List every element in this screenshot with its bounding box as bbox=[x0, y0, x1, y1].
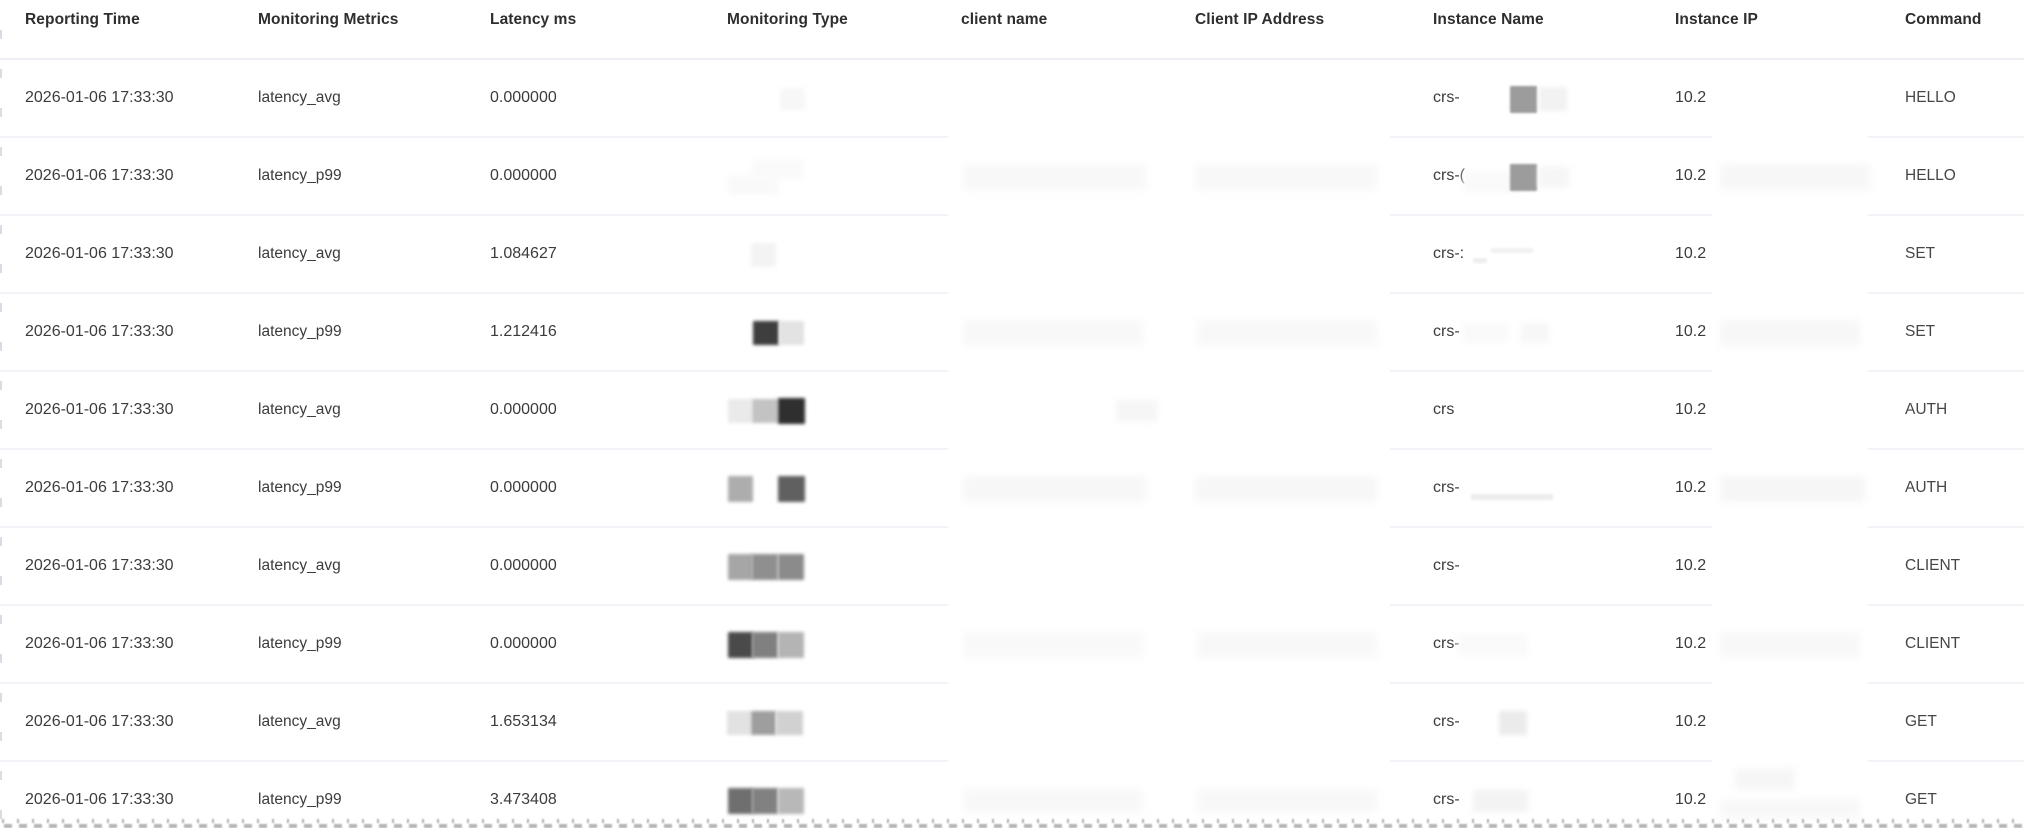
column-header-monitoring-metrics: Monitoring Metrics bbox=[258, 11, 399, 28]
monitoring-metric-cell: latency_p99 bbox=[258, 323, 342, 340]
column-header-instance-name: Instance Name bbox=[1433, 11, 1544, 28]
reporting-time-cell: 2026-01-06 17:33:30 bbox=[25, 713, 174, 730]
latency-value-cell: 3.473408 bbox=[490, 791, 557, 808]
command-cell: GET bbox=[1905, 713, 1937, 730]
monitoring-metric-cell: latency_p99 bbox=[258, 635, 342, 652]
command-cell: HELLO bbox=[1905, 89, 1956, 106]
column-header-latency-ms: Latency ms bbox=[490, 11, 577, 28]
monitoring-metric-cell: latency_avg bbox=[258, 401, 341, 418]
blur-redaction-band-client-columns bbox=[948, 62, 1390, 828]
reporting-time-cell: 2026-01-06 17:33:30 bbox=[25, 245, 174, 262]
latency-value-cell: 0.000000 bbox=[490, 401, 557, 418]
reporting-time-cell: 2026-01-06 17:33:30 bbox=[25, 791, 174, 808]
latency-value-cell: 0.000000 bbox=[490, 167, 557, 184]
monitoring-metric-cell: latency_avg bbox=[258, 713, 341, 730]
blur-redaction-band-instance-ip bbox=[1712, 62, 1868, 828]
command-cell: AUTH bbox=[1905, 479, 1948, 496]
latency-value-cell: 1.212416 bbox=[490, 323, 557, 340]
reporting-time-cell: 2026-01-06 17:33:30 bbox=[25, 89, 174, 106]
command-cell: AUTH bbox=[1905, 401, 1948, 418]
instance-name-cell: crs- bbox=[1433, 791, 1460, 808]
instance-ip-cell: 10.2 bbox=[1675, 791, 1707, 808]
monitoring-metric-cell: latency_p99 bbox=[258, 167, 342, 184]
latency-value-cell: 0.000000 bbox=[490, 89, 557, 106]
latency-value-cell: 1.653134 bbox=[490, 713, 557, 730]
instance-name-cell: crs bbox=[1433, 401, 1455, 418]
instance-ip-cell: 10.2 bbox=[1675, 323, 1707, 340]
instance-name-cell: crs- bbox=[1433, 557, 1460, 574]
reporting-time-cell: 2026-01-06 17:33:30 bbox=[25, 167, 174, 184]
latency-value-cell: 1.084627 bbox=[490, 245, 557, 262]
command-cell: CLIENT bbox=[1905, 635, 1961, 652]
monitoring-metric-cell: latency_avg bbox=[258, 557, 341, 574]
table-header: Reporting Time Monitoring Metrics Latenc… bbox=[0, 0, 2024, 60]
monitoring-metric-cell: latency_p99 bbox=[258, 791, 342, 808]
latency-value-cell: 0.000000 bbox=[490, 557, 557, 574]
instance-ip-cell: 10.2 bbox=[1675, 557, 1707, 574]
instance-name-cell: crs-: bbox=[1433, 245, 1465, 262]
column-header-client-name: client name bbox=[961, 11, 1048, 28]
instance-name-cell: crs- bbox=[1433, 479, 1460, 496]
blurred-bottom-row-strip bbox=[0, 819, 2024, 828]
monitoring-metric-cell: latency_avg bbox=[258, 245, 341, 262]
monitoring-metric-cell: latency_p99 bbox=[258, 479, 342, 496]
command-cell: SET bbox=[1905, 323, 1936, 340]
monitoring-metric-cell: latency_avg bbox=[258, 89, 341, 106]
command-cell: HELLO bbox=[1905, 167, 1956, 184]
instance-name-cell: crs-( bbox=[1433, 167, 1465, 184]
instance-ip-cell: 10.2 bbox=[1675, 635, 1707, 652]
reporting-time-cell: 2026-01-06 17:33:30 bbox=[25, 323, 174, 340]
instance-ip-cell: 10.2 bbox=[1675, 479, 1707, 496]
command-cell: CLIENT bbox=[1905, 557, 1961, 574]
reporting-time-cell: 2026-01-06 17:33:30 bbox=[25, 401, 174, 418]
column-header-client-ip-address: Client IP Address bbox=[1195, 11, 1325, 28]
table-row: 2026-01-06 17:33:30 latency_p99 3.473408 cr… bbox=[0, 762, 2024, 828]
reporting-time-cell: 2026-01-06 17:33:30 bbox=[25, 479, 174, 496]
instance-name-cell: crs- bbox=[1433, 713, 1460, 730]
latency-value-cell: 0.000000 bbox=[490, 635, 557, 652]
instance-ip-cell: 10.2 bbox=[1675, 89, 1707, 106]
instance-name-cell: crs- bbox=[1433, 323, 1460, 340]
command-cell: GET bbox=[1905, 791, 1937, 808]
column-header-instance-ip: Instance IP bbox=[1675, 11, 1758, 28]
cropped-left-edge-artifacts bbox=[0, 30, 2, 828]
instance-ip-cell: 10.2 bbox=[1675, 245, 1707, 262]
column-header-monitoring-type: Monitoring Type bbox=[727, 11, 848, 28]
column-header-reporting-time: Reporting Time bbox=[25, 11, 140, 28]
instance-ip-cell: 10.2 bbox=[1675, 167, 1707, 184]
instance-name-cell: crs- bbox=[1433, 89, 1460, 106]
reporting-time-cell: 2026-01-06 17:33:30 bbox=[25, 635, 174, 652]
instance-name-cell: crs- bbox=[1433, 635, 1460, 652]
instance-ip-cell: 10.2 bbox=[1675, 401, 1707, 418]
command-cell: SET bbox=[1905, 245, 1936, 262]
instance-ip-cell: 10.2 bbox=[1675, 713, 1707, 730]
column-header-command: Command bbox=[1905, 11, 1982, 28]
latency-value-cell: 0.000000 bbox=[490, 479, 557, 496]
reporting-time-cell: 2026-01-06 17:33:30 bbox=[25, 557, 174, 574]
